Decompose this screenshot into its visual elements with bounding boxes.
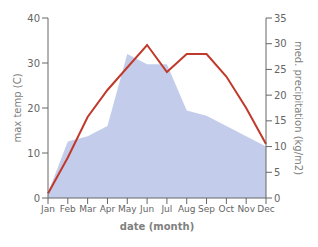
svg-text:max temp (C): max temp (C): [12, 73, 23, 142]
svg-text:med. precipitation (kg/m2): med. precipitation (kg/m2): [293, 41, 304, 175]
svg-text:date (month): date (month): [120, 221, 194, 232]
svg-text:Jan: Jan: [40, 204, 55, 214]
svg-text:Jun: Jun: [139, 204, 154, 214]
svg-text:5: 5: [274, 167, 280, 178]
svg-text:0: 0: [34, 193, 40, 204]
svg-text:Feb: Feb: [60, 204, 76, 214]
svg-text:30: 30: [27, 58, 40, 69]
svg-text:20: 20: [274, 90, 287, 101]
svg-text:10: 10: [274, 141, 287, 152]
svg-text:May: May: [118, 204, 137, 214]
svg-text:Oct: Oct: [219, 204, 235, 214]
svg-text:Dec: Dec: [257, 204, 274, 214]
svg-text:35: 35: [274, 13, 287, 24]
svg-text:20: 20: [27, 103, 40, 114]
svg-text:Nov: Nov: [237, 204, 255, 214]
svg-text:Sep: Sep: [198, 204, 215, 214]
svg-text:Mar: Mar: [79, 204, 96, 214]
svg-text:15: 15: [274, 115, 287, 126]
svg-text:10: 10: [27, 148, 40, 159]
svg-text:30: 30: [274, 38, 287, 49]
svg-text:Apr: Apr: [100, 204, 116, 214]
svg-text:0: 0: [274, 193, 280, 204]
svg-text:Aug: Aug: [178, 204, 196, 214]
svg-text:40: 40: [27, 13, 40, 24]
svg-text:25: 25: [274, 64, 287, 75]
svg-text:Jul: Jul: [160, 204, 172, 214]
